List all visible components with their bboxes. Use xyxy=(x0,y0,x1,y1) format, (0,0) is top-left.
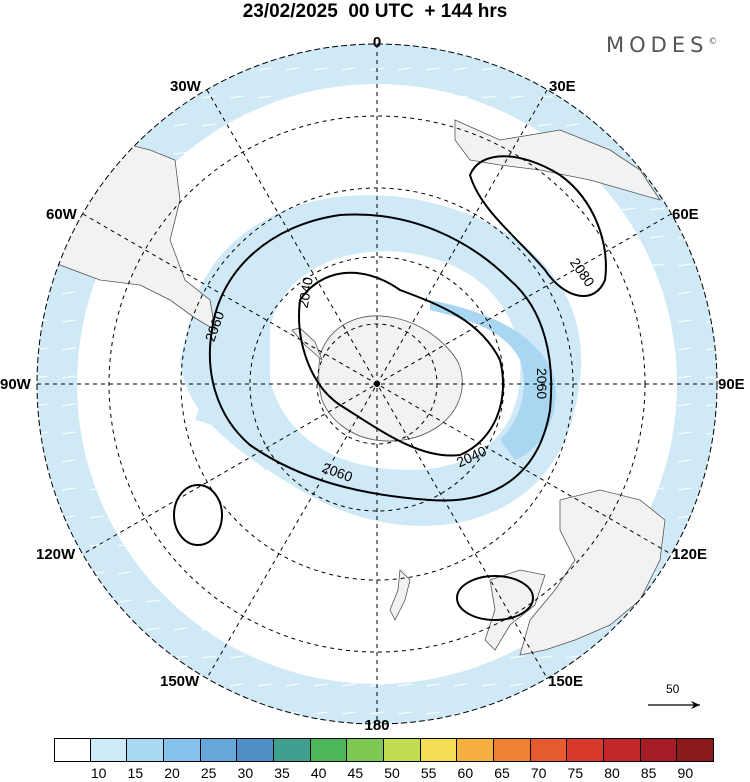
contour-2040 xyxy=(298,271,504,457)
brand-text: MODES xyxy=(606,33,709,57)
contours xyxy=(173,155,607,621)
colorbar-cell xyxy=(457,738,494,762)
map-title: 23/02/2025 00 UTC + 144 hrs xyxy=(242,1,508,22)
colorbar-tick-label: 50 xyxy=(384,765,400,781)
africa xyxy=(454,119,661,201)
contour-2080 xyxy=(468,155,607,297)
contour-label: 2040 xyxy=(295,276,316,310)
lon-label-150e: 150E xyxy=(548,673,584,690)
reference-vector-arrow xyxy=(648,701,700,709)
map-boundary xyxy=(36,43,718,725)
lon-label-30w: 30W xyxy=(170,78,201,95)
inner-jet-band xyxy=(180,195,582,526)
colorbar-cell xyxy=(347,738,384,762)
jet-fragment xyxy=(195,405,280,470)
colorbar-tick-label: 15 xyxy=(127,765,144,781)
colorbar-cell xyxy=(603,738,641,762)
colorbar-cell xyxy=(677,738,714,762)
antarctica xyxy=(318,315,463,442)
colorbar-cell xyxy=(273,738,311,762)
modes-logo: MODES© xyxy=(606,33,717,57)
colorbar-cell xyxy=(567,738,604,762)
colorbar-cell xyxy=(237,738,274,762)
colorbar-tick-label: 80 xyxy=(604,765,620,781)
colorbar-cell xyxy=(640,738,678,762)
lon-label-90e: 90E xyxy=(718,376,745,393)
colorbar-cell xyxy=(383,738,421,762)
lon-label-180: 180 xyxy=(364,717,390,734)
lon-label-0: 0 xyxy=(372,34,382,51)
colorbar-cell xyxy=(163,738,201,762)
lon-label-150w: 150W xyxy=(160,673,200,690)
contour-closed-east xyxy=(456,575,534,621)
colorbar-cell xyxy=(420,738,458,762)
colorbar-tick-label: 85 xyxy=(640,765,657,781)
islands xyxy=(389,569,411,621)
colorbar-tick-label: 65 xyxy=(494,765,510,781)
colorbar-cell xyxy=(127,738,164,762)
australia xyxy=(519,489,666,656)
colorbar-tick-label: 90 xyxy=(677,765,694,781)
contour-closed-west xyxy=(173,484,223,546)
colorbar-cell xyxy=(310,738,348,762)
colorbar-cell xyxy=(493,738,531,762)
colorbar-ticks: 10 15 20 25 30 35 40 45 50 55 60 65 70 75 80 85 90 xyxy=(54,765,714,782)
contour-2060 xyxy=(208,213,553,502)
colorbar-cell xyxy=(200,738,238,762)
colorbar-cell xyxy=(530,738,568,762)
colorbar-tick-label: 20 xyxy=(164,765,180,781)
colorbar-tick-label: 75 xyxy=(567,765,584,781)
colorbar-tick-label: 55 xyxy=(420,765,437,781)
colorbar-tick-label: 45 xyxy=(347,765,364,781)
colorbar-tick-label: 10 xyxy=(90,765,107,781)
jet-core xyxy=(430,300,556,460)
lon-label-120w: 120W xyxy=(36,546,76,563)
colorbar-tick-label: 30 xyxy=(237,765,254,781)
copyright-mark: © xyxy=(708,37,718,47)
south-pole-marker xyxy=(374,381,380,387)
colorbar-cell xyxy=(54,738,91,762)
lon-label-30e: 30E xyxy=(549,78,576,95)
colorbar-tick-label: 40 xyxy=(310,765,327,781)
colorbar-tick-label: 60 xyxy=(457,765,474,781)
lon-label-60w: 60W xyxy=(46,206,77,223)
reference-vector-label: 50 xyxy=(666,682,680,696)
lon-label-120e: 120E xyxy=(672,546,708,563)
colorbar-tick-label: 35 xyxy=(274,765,290,781)
contour-label: 2060 xyxy=(534,368,550,399)
colorbar xyxy=(54,738,714,762)
colorbar-cell xyxy=(90,738,128,762)
colorbar-tick-label: 25 xyxy=(200,765,217,781)
colorbar-tick-label: 70 xyxy=(530,765,547,781)
lon-label-90w: 90W xyxy=(0,376,31,393)
lon-label-60e: 60E xyxy=(672,206,699,223)
